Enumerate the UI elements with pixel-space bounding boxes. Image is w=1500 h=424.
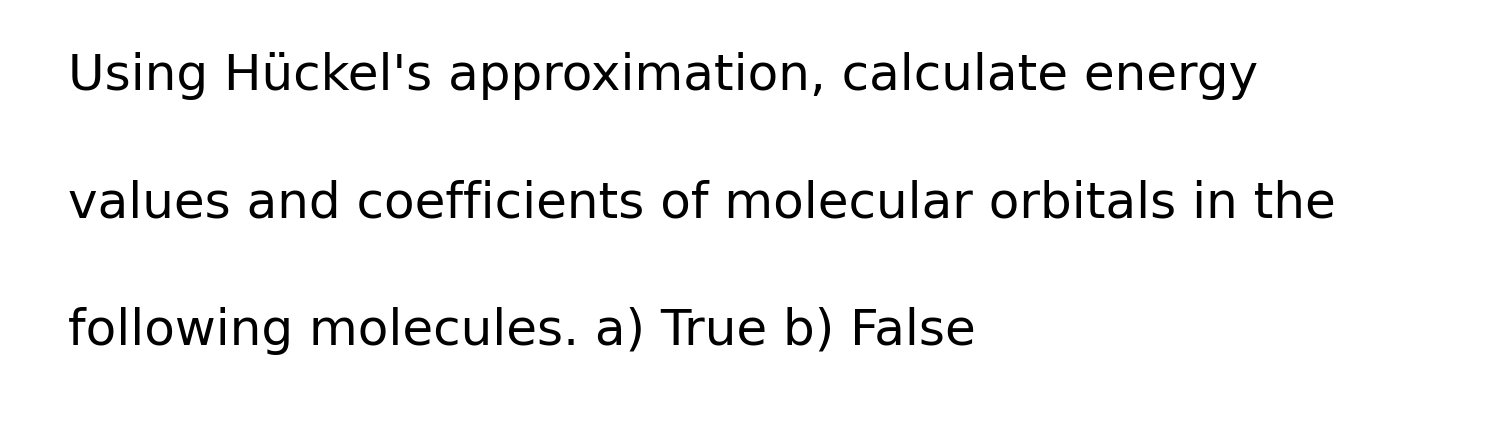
Text: Using Hückel's approximation, calculate energy: Using Hückel's approximation, calculate … — [68, 52, 1257, 100]
Text: values and coefficients of molecular orbitals in the: values and coefficients of molecular orb… — [68, 179, 1335, 228]
Text: following molecules. a) True b) False: following molecules. a) True b) False — [68, 307, 975, 355]
